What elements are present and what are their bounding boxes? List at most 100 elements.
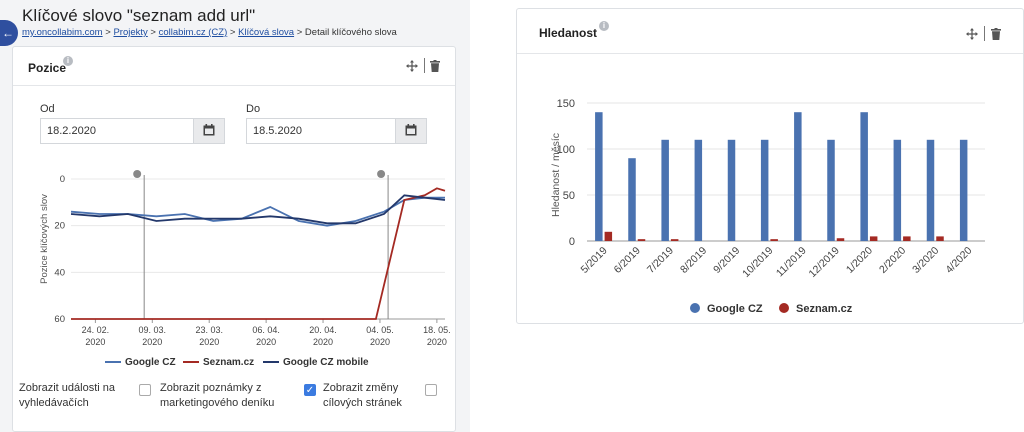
- breadcrumb-separator: >: [229, 27, 236, 38]
- bar-seznam[interactable]: [670, 239, 679, 241]
- legend-label: Seznam.cz: [203, 357, 255, 368]
- info-icon[interactable]: i: [63, 56, 73, 66]
- breadcrumb-separator: >: [150, 27, 156, 38]
- move-icon[interactable]: [966, 28, 978, 40]
- bar-seznam[interactable]: [836, 238, 845, 241]
- bar-google-cz[interactable]: [893, 139, 902, 241]
- y-tick-label: 50: [563, 190, 575, 202]
- trash-icon[interactable]: [991, 28, 1001, 40]
- x-tick-label: 11/2019: [774, 245, 809, 280]
- x-tick-year: 2020: [142, 337, 162, 347]
- bar-google-cz[interactable]: [794, 112, 802, 241]
- legend-label: Google CZ: [707, 303, 763, 315]
- x-tick-label: 4/2020: [943, 245, 974, 276]
- breadcrumb-separator: >: [296, 27, 303, 38]
- legend-google-mobile[interactable]: Google CZ mobile: [263, 357, 369, 368]
- legend-google-cz[interactable]: Google CZ: [690, 303, 763, 315]
- hledanost-bar-chart: Hledanost / měsíc 0 50 100 150 5/2019 6/2019…: [550, 98, 985, 315]
- do-calendar-button[interactable]: [395, 118, 427, 144]
- legend-google-cz[interactable]: Google CZ: [105, 357, 176, 368]
- bar-google-cz[interactable]: [595, 112, 603, 241]
- event-info-icon[interactable]: [377, 170, 386, 178]
- bar-google-cz[interactable]: [827, 139, 835, 241]
- card-header-divider: [13, 85, 455, 86]
- option-events-checkbox[interactable]: [139, 384, 151, 396]
- x-tick-label: 7/2019: [645, 245, 676, 276]
- option-changes-label: Zobrazit změny cílových stránek: [323, 382, 402, 409]
- breadcrumb-separator: >: [105, 27, 111, 38]
- header-divider: [984, 26, 985, 41]
- breadcrumb-link-project[interactable]: collabim.cz (CZ): [158, 27, 228, 38]
- bar-seznam[interactable]: [936, 236, 944, 241]
- y-tick-label: 150: [557, 98, 575, 110]
- legend-label: Google CZ mobile: [283, 357, 369, 368]
- x-tick-label: 04. 05.: [366, 325, 394, 335]
- x-tick-label: 9/2019: [711, 245, 742, 276]
- bar-google-cz[interactable]: [694, 139, 703, 241]
- series-line-google-cz: [70, 196, 445, 227]
- y-axis-label: Hledanost / měsíc: [550, 133, 562, 217]
- legend-swatch: [183, 361, 199, 364]
- breadcrumb-link-home[interactable]: my.oncollabim.com: [22, 27, 103, 38]
- x-tick-label: 20. 04.: [309, 325, 337, 335]
- od-label: Od: [40, 103, 55, 115]
- hledanost-card: Hledanost i Hledanost / měsíc 0 50 100 150 …: [516, 8, 1024, 324]
- option-notes-checkbox[interactable]: ✓: [304, 384, 316, 396]
- bar-seznam[interactable]: [903, 236, 911, 241]
- option-notes-label: Zobrazit poznámky z marketingového deník…: [160, 382, 275, 409]
- legend-swatch: [105, 361, 121, 364]
- breadcrumb-link-projekty[interactable]: Projekty: [113, 27, 148, 38]
- option-events-label: Zobrazit události na vyhledávačích: [19, 382, 115, 409]
- x-tick-label: 2/2020: [877, 245, 908, 276]
- x-tick-label: 06. 04.: [252, 325, 280, 335]
- bar-seznam[interactable]: [637, 239, 646, 241]
- legend-swatch: [690, 303, 700, 313]
- event-info-icon[interactable]: [133, 170, 142, 178]
- move-icon[interactable]: [406, 60, 418, 72]
- back-arrow-icon[interactable]: ←: [0, 20, 18, 46]
- y-tick-label: 40: [54, 267, 65, 278]
- x-tick-year: 2020: [256, 337, 276, 347]
- hledanost-title: Hledanost: [539, 26, 598, 40]
- bar-google-cz[interactable]: [760, 139, 769, 241]
- bar-seznam[interactable]: [869, 236, 878, 241]
- info-icon[interactable]: i: [599, 21, 609, 31]
- y-tick-label: 100: [557, 144, 575, 156]
- bar-google-cz[interactable]: [727, 139, 736, 241]
- legend-label: Seznam.cz: [796, 303, 853, 315]
- x-tick-year: 2020: [199, 337, 219, 347]
- breadcrumb-link-keywords[interactable]: Klíčová slova: [238, 27, 295, 38]
- y-axis-label: Pozice klíčových slov: [39, 194, 50, 284]
- x-tick-label: 5/2019: [579, 245, 610, 276]
- x-tick-label: 10/2019: [740, 245, 775, 280]
- bar-google-cz[interactable]: [628, 158, 636, 241]
- od-date-input[interactable]: 18.2.2020: [40, 118, 194, 144]
- bar-google-cz[interactable]: [959, 139, 968, 241]
- legend-seznam[interactable]: Seznam.cz: [779, 303, 853, 315]
- x-tick-year: 2020: [85, 337, 105, 347]
- y-tick-label: 60: [54, 314, 65, 325]
- pozice-card: Pozice i Od 18.2.2020 Do 18.5.2020 Pozic…: [12, 46, 456, 432]
- x-tick-label: 09. 03.: [139, 325, 167, 335]
- legend-seznam[interactable]: Seznam.cz: [183, 357, 254, 368]
- trash-icon[interactable]: [430, 60, 440, 72]
- option-changes-checkbox[interactable]: [425, 384, 437, 396]
- od-calendar-button[interactable]: [193, 118, 225, 144]
- x-tick-year: 2020: [313, 337, 333, 347]
- x-tick-year: 2020: [427, 337, 447, 347]
- series-line-seznam: [71, 187, 446, 320]
- legend-swatch: [779, 303, 789, 313]
- bar-google-cz[interactable]: [926, 139, 935, 241]
- x-tick-label: 18. 05.: [423, 325, 451, 335]
- bar-google-cz[interactable]: [860, 112, 868, 241]
- page-title: Klíčové slovo "seznam add url": [22, 6, 256, 25]
- legend-label: Google CZ: [125, 357, 176, 368]
- do-date-input[interactable]: 18.5.2020: [246, 118, 396, 144]
- y-tick-label: 20: [54, 221, 65, 232]
- do-label: Do: [246, 103, 261, 115]
- card-header-divider: [517, 53, 1023, 54]
- bar-seznam[interactable]: [604, 231, 613, 241]
- x-tick-label: 23. 03.: [195, 325, 223, 335]
- bar-seznam[interactable]: [770, 239, 778, 241]
- bar-google-cz[interactable]: [661, 139, 669, 241]
